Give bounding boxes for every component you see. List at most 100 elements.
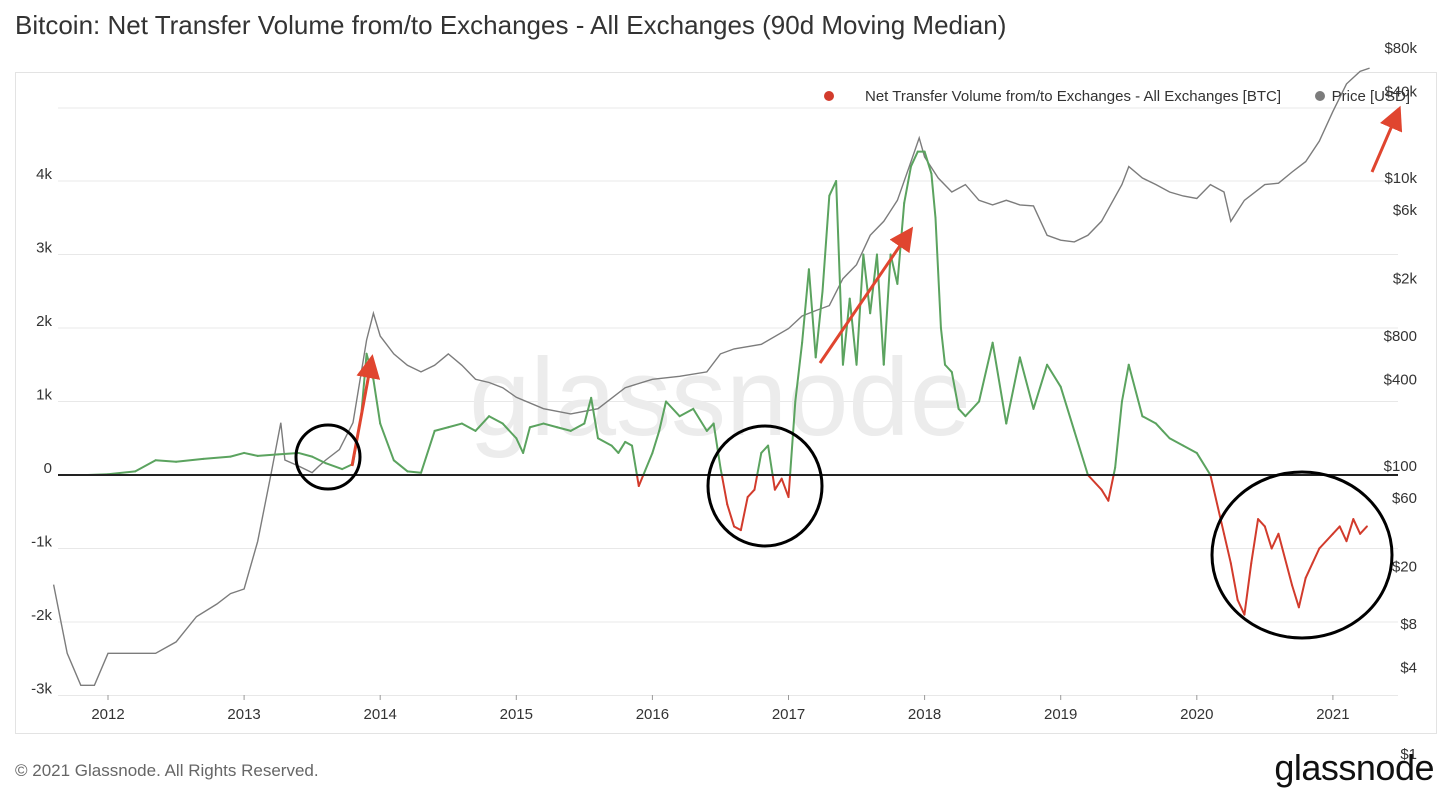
netflow-segment bbox=[515, 437, 525, 454]
netflow-segment bbox=[637, 474, 645, 488]
netflow-segment bbox=[202, 455, 232, 460]
right-tick-label: $80k bbox=[1384, 40, 1417, 57]
netflow-segment bbox=[1257, 518, 1266, 528]
netflow-segment bbox=[705, 422, 715, 432]
netflow-segment bbox=[474, 415, 491, 432]
netflow-segment bbox=[767, 444, 774, 476]
legend-label-price[interactable]: Price [USD] bbox=[1332, 88, 1410, 105]
legend-label-netflow[interactable]: Net Transfer Volume from/to Exchanges - … bbox=[865, 88, 1281, 105]
netflow-segment bbox=[1141, 415, 1157, 425]
netflow-segment bbox=[642, 451, 654, 476]
watermark: glassnode bbox=[469, 336, 971, 459]
netflow-segment bbox=[814, 290, 824, 359]
netflow-segment bbox=[1114, 400, 1123, 469]
x-axis-ticks: 2012 2013 2014 2015 2016 2017 2018 2019 2020 2021 bbox=[91, 695, 1350, 723]
netflow-segment bbox=[1250, 518, 1260, 565]
right-tick-label: $400 bbox=[1384, 371, 1417, 388]
netflow-segment bbox=[1032, 363, 1049, 410]
right-tick-label: $20 bbox=[1392, 559, 1417, 576]
x-tick-label: 2019 bbox=[1044, 706, 1077, 723]
legend-dot-netflow bbox=[824, 91, 834, 101]
netflow-segment bbox=[773, 477, 783, 491]
copyright: © 2021 Glassnode. All Rights Reserved. bbox=[15, 761, 319, 780]
netflow-segment bbox=[991, 341, 1008, 425]
legend[interactable]: Net Transfer Volume from/to Exchanges - … bbox=[824, 88, 1410, 105]
netflow-segment bbox=[107, 470, 137, 476]
price-line bbox=[52, 67, 1370, 686]
right-axis-ticks: $80k $40k $10k $6k $2k $800 $400 $100 $60 $20 $8 $4… bbox=[1384, 40, 1418, 763]
netflow-segment bbox=[855, 253, 865, 366]
netflow-segment bbox=[934, 216, 942, 329]
x-tick-label: 2015 bbox=[500, 706, 533, 723]
x-tick-label: 2017 bbox=[772, 706, 805, 723]
netflow-segment bbox=[1005, 356, 1021, 425]
netflow-segment bbox=[944, 363, 953, 374]
arrow-annotation bbox=[350, 354, 381, 467]
left-tick-label: 0 bbox=[44, 460, 52, 477]
netflow-segment bbox=[175, 457, 205, 463]
netflow-segment bbox=[569, 422, 586, 432]
right-tick-label: $1 bbox=[1400, 746, 1417, 763]
netflow-segment bbox=[610, 444, 620, 454]
netflow-segment bbox=[909, 150, 919, 168]
netflow-segment bbox=[848, 297, 858, 366]
circle-annotation bbox=[1210, 470, 1394, 640]
chart-panel bbox=[15, 72, 1437, 734]
netflow-segment bbox=[875, 253, 885, 366]
netflow-segment bbox=[950, 371, 960, 410]
netflow-segment bbox=[1229, 562, 1239, 601]
netflow-segment bbox=[1263, 525, 1273, 550]
netflow-segment bbox=[1318, 532, 1334, 550]
netflow-segment bbox=[1195, 451, 1212, 476]
x-tick-label: 2013 bbox=[227, 706, 260, 723]
x-tick-label: 2014 bbox=[364, 706, 397, 723]
netflow-segment bbox=[651, 429, 661, 454]
netflow-segment bbox=[1073, 429, 1089, 476]
netflow-segment bbox=[787, 474, 792, 499]
netflow-segment bbox=[1270, 532, 1280, 550]
netflow-segment bbox=[433, 426, 450, 432]
left-axis-ticks: 4k 3k 2k 1k 0 -1k -2k -3k bbox=[31, 166, 52, 698]
netflow-segment bbox=[801, 268, 810, 344]
netflow-segment bbox=[1243, 562, 1253, 616]
x-tick-label: 2016 bbox=[636, 706, 669, 723]
right-tick-label: $6k bbox=[1393, 202, 1418, 219]
arrow-annotation bbox=[818, 226, 914, 364]
netflow-segment bbox=[841, 297, 851, 366]
netflow-segment bbox=[392, 459, 409, 473]
netflow-segment bbox=[712, 422, 722, 469]
right-tick-label: $4 bbox=[1400, 659, 1417, 676]
netflow-segment bbox=[379, 422, 395, 462]
netflow-segment bbox=[1359, 525, 1368, 535]
netflow-segment bbox=[1107, 474, 1115, 502]
netflow-segment bbox=[923, 150, 933, 175]
netflow-segment bbox=[1297, 576, 1307, 609]
netflow-segment bbox=[256, 453, 280, 457]
left-tick-label: 3k bbox=[36, 240, 52, 257]
netflow-segment bbox=[1100, 488, 1110, 502]
netflow-segment bbox=[522, 426, 531, 454]
right-tick-label: $10k bbox=[1384, 170, 1417, 187]
netflow-segment bbox=[1291, 584, 1300, 609]
netflow-segment bbox=[760, 444, 770, 454]
annotations bbox=[294, 105, 1403, 640]
netflow-segment bbox=[528, 422, 545, 429]
right-tick-label: $100 bbox=[1384, 458, 1417, 475]
left-tick-label: 2k bbox=[36, 313, 52, 330]
chart-title: Bitcoin: Net Transfer Volume from/to Exc… bbox=[15, 10, 1007, 40]
netflow-segment bbox=[789, 400, 797, 476]
netflow-segment bbox=[828, 180, 838, 197]
circle-annotation bbox=[294, 423, 362, 491]
netflow-segment bbox=[1209, 474, 1226, 535]
right-tick-label: $2k bbox=[1393, 271, 1418, 288]
netflow-segment bbox=[1127, 363, 1144, 418]
netflow-segment bbox=[780, 477, 790, 499]
netflow-segment bbox=[821, 194, 831, 293]
netflow-segment bbox=[1059, 385, 1076, 432]
netflow-segment bbox=[501, 422, 518, 440]
netflow-segment bbox=[154, 459, 178, 463]
right-tick-label: $8 bbox=[1400, 616, 1417, 633]
netflow-segment bbox=[460, 422, 477, 432]
brand-logo: glassnode bbox=[1274, 747, 1434, 788]
